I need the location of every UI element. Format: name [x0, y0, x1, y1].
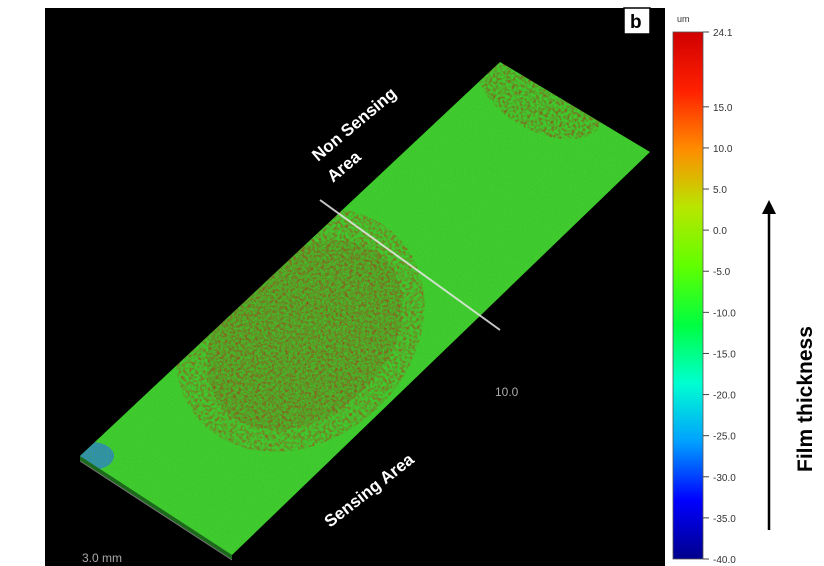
film-thickness-label: Film thickness: [794, 326, 817, 472]
colorbar-tick-label: -10.0: [713, 308, 736, 319]
colorbar-tick-label: 15.0: [713, 103, 733, 114]
colorbar-tick-label: -40.0: [713, 555, 736, 566]
colorbar-tick-label: -25.0: [713, 432, 736, 443]
thickness-arrow: [762, 200, 776, 530]
colorbar: um 24.1 15.0 10.0 5.0 0.0 -5.0 -10.0 -15.0 -20.…: [673, 14, 736, 566]
colorbar-tick-label: -20.0: [713, 391, 736, 402]
length-axis-label: 10.0: [495, 385, 519, 399]
colorbar-max-label: 24.1: [713, 28, 733, 39]
width-axis-label: 3.0 mm: [82, 551, 122, 565]
colorbar-ticks: 15.0 10.0 5.0 0.0 -5.0 -10.0 -15.0 -20.0 -25.0 -3…: [703, 103, 736, 566]
colorbar-tick-label: 10.0: [713, 144, 733, 155]
colorbar-bar: [673, 32, 703, 559]
arrow-head: [762, 200, 776, 214]
colorbar-tick-label: 5.0: [713, 185, 727, 196]
colorbar-unit: um: [677, 14, 690, 24]
colorbar-tick-label: -35.0: [713, 514, 736, 525]
panel-letter: b: [630, 12, 642, 33]
colorbar-tick-label: -5.0: [713, 267, 731, 278]
colorbar-tick-label: 0.0: [713, 226, 727, 237]
colorbar-tick-label: -15.0: [713, 349, 736, 360]
colorbar-tick-label: -30.0: [713, 473, 736, 484]
